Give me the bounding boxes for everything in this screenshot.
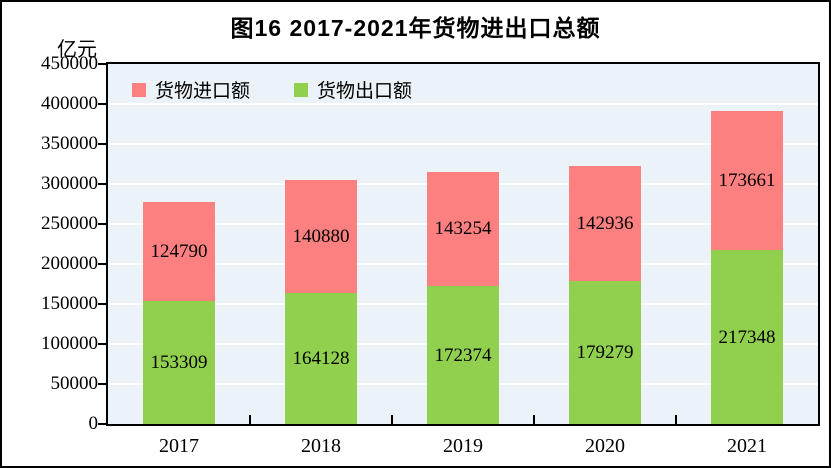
x-axis-label-2017: 2017 [159, 435, 199, 457]
y-axis-label: 450000 [41, 53, 98, 74]
legend-swatch-imports [132, 82, 146, 97]
bar-2021: 173661 217348 [711, 111, 783, 424]
y-axis-label: 50000 [50, 373, 99, 394]
y-axis-label: 0 [88, 413, 99, 434]
y-axis-tick [98, 303, 107, 305]
gridline [108, 143, 818, 145]
bar-segment-exports-2017: 153309 [143, 301, 215, 424]
y-axis-tick [98, 143, 107, 145]
plot-area: 124790 153309 140880 164128 143254 172374 1429… [106, 62, 820, 426]
y-axis-label: 100000 [41, 333, 98, 354]
bar-segment-exports-2018: 164128 [285, 292, 357, 424]
x-axis-label-2020: 2020 [585, 435, 625, 457]
bar-2018: 140880 164128 [285, 180, 357, 424]
legend-item-imports: 货物进口额 [132, 76, 250, 103]
y-axis-tick [98, 343, 107, 345]
y-axis-tick [98, 263, 107, 265]
bar-segment-imports-2018: 140880 [285, 180, 357, 293]
gridline [108, 103, 818, 105]
y-axis-unit-label: 亿元 [57, 39, 97, 61]
legend-item-exports: 货物出口额 [294, 76, 412, 103]
x-axis-tick [533, 415, 535, 424]
y-axis-label: 400000 [41, 93, 98, 114]
bar-segment-exports-2019: 172374 [427, 286, 499, 424]
bar-segment-imports-2019: 143254 [427, 171, 499, 287]
bar-segment-exports-2021: 217348 [711, 250, 783, 424]
legend-swatch-exports [294, 82, 309, 97]
y-axis-tick [98, 423, 107, 425]
bar-segment-imports-2020: 142936 [569, 166, 641, 281]
x-axis-tick [675, 415, 677, 424]
x-axis-label-2019: 2019 [443, 435, 483, 457]
bar-segment-imports-2017: 124790 [143, 201, 215, 302]
x-axis-label-2018: 2018 [301, 435, 341, 457]
y-axis-label: 350000 [41, 133, 98, 154]
bar-2020: 142936 179279 [569, 166, 641, 424]
bar-2017: 124790 153309 [143, 201, 215, 424]
y-axis-tick [98, 103, 107, 105]
legend: 货物进口额 货物出口额 [132, 76, 412, 103]
chart-title: 图16 2017-2021年货物进出口总额 [230, 15, 601, 41]
bar-segment-exports-2020: 179279 [569, 280, 641, 424]
y-axis-tick [98, 63, 107, 65]
y-axis-tick [98, 183, 107, 185]
y-axis-label: 300000 [41, 173, 98, 194]
y-axis-tick [98, 223, 107, 225]
bar-segment-imports-2021: 173661 [711, 111, 783, 251]
x-axis-tick [249, 415, 251, 424]
y-axis-tick [98, 383, 107, 385]
bar-2019: 143254 172374 [427, 171, 499, 424]
legend-label-imports: 货物进口额 [155, 81, 251, 102]
y-axis-label: 150000 [41, 293, 98, 314]
legend-label-exports: 货物出口额 [317, 81, 413, 102]
x-axis-tick [391, 415, 393, 424]
x-axis-label-2021: 2021 [727, 435, 767, 457]
y-axis-label: 250000 [41, 213, 98, 234]
y-axis-label: 200000 [41, 253, 98, 274]
